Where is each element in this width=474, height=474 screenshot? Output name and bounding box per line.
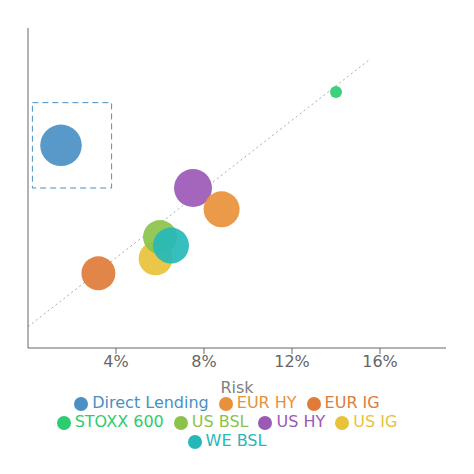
svg-text:8%: 8%	[191, 352, 216, 371]
svg-text:4%: 4%	[103, 352, 128, 371]
html-text:US IG: US IG	[353, 412, 398, 431]
html-text:US BSL: US BSL	[191, 412, 249, 431]
html-text:EUR HY: EUR HY	[236, 393, 297, 412]
svg-text:Risk: Risk	[220, 378, 254, 397]
html-text:STOXX 600: STOXX 600	[74, 412, 164, 431]
svg-text:12%: 12%	[274, 352, 310, 371]
html-text:US HY: US HY	[276, 412, 326, 431]
html-text:WE BSL: WE BSL	[205, 431, 267, 450]
html-text:Direct Lending: Direct Lending	[92, 393, 209, 412]
html-text:EUR IG: EUR IG	[324, 393, 380, 412]
svg-text:16%: 16%	[362, 352, 398, 371]
